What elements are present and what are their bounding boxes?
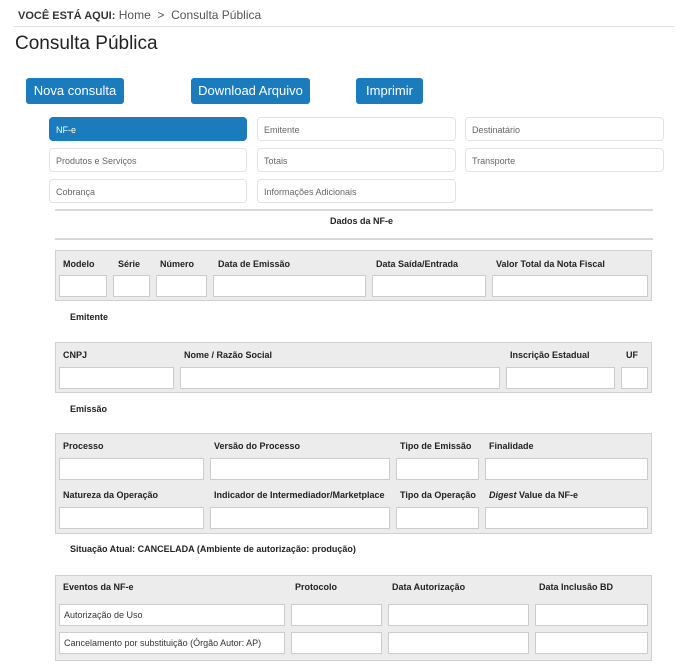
divider	[14, 26, 674, 27]
digest-field[interactable]	[485, 507, 648, 529]
label-data-emissao: Data de Emissão	[218, 259, 291, 269]
tab-emitente[interactable]: Emitente	[257, 117, 456, 141]
cnpj-field[interactable]	[59, 367, 174, 389]
modelo-field[interactable]	[59, 275, 107, 297]
emitente-title: Emitente	[70, 312, 109, 322]
divider	[55, 209, 653, 211]
nome-field[interactable]	[180, 367, 500, 389]
header-eventos: Eventos da NF-e	[63, 582, 134, 592]
label-modelo: Modelo	[63, 259, 95, 269]
tab-destinatario[interactable]: Destinatário	[465, 117, 664, 141]
data-inclusao-cell	[535, 632, 648, 654]
label-ie: Inscrição Estadual	[510, 350, 590, 360]
versao-field[interactable]	[210, 458, 390, 480]
valor-total-field[interactable]	[492, 275, 648, 297]
breadcrumb-separator: >	[157, 8, 165, 22]
nova-consulta-button[interactable]: Nova consulta	[26, 78, 124, 104]
label-digest: Digest Value da NF-e	[489, 490, 578, 500]
tab-transporte[interactable]: Transporte	[465, 148, 664, 172]
situacao-status: Situação Atual: CANCELADA (Ambiente de a…	[70, 544, 356, 554]
natureza-field[interactable]	[59, 507, 204, 529]
label-nome: Nome / Razão Social	[184, 350, 273, 360]
label-data-saida: Data Saída/Entrada	[376, 259, 459, 269]
data-inclusao-cell	[535, 604, 648, 626]
evento-row-name: Autorização de Uso	[59, 604, 285, 626]
finalidade-field[interactable]	[485, 458, 648, 480]
uf-field[interactable]	[621, 367, 648, 389]
tab-cobranca[interactable]: Cobrança	[49, 179, 247, 203]
breadcrumb-home[interactable]: Home	[118, 8, 151, 22]
protocolo-cell	[291, 604, 382, 626]
data-saida-field[interactable]	[372, 275, 486, 297]
label-processo: Processo	[63, 441, 104, 451]
imprimir-button[interactable]: Imprimir	[356, 78, 423, 104]
protocolo-cell	[291, 632, 382, 654]
header-protocolo: Protocolo	[295, 582, 337, 592]
tipo-emissao-field[interactable]	[396, 458, 479, 480]
tab-informacoes-adicionais[interactable]: Informações Adicionais	[257, 179, 456, 203]
header-data-autorizacao: Data Autorização	[392, 582, 466, 592]
label-intermediador: Indicador de Intermediador/Marketplace	[214, 490, 385, 500]
label-tipo-emissao: Tipo de Emissão	[400, 441, 472, 451]
ie-field[interactable]	[506, 367, 615, 389]
breadcrumb: VOCÊ ESTÁ AQUI: Home > Consulta Pública	[18, 8, 261, 22]
download-arquivo-button[interactable]: Download Arquivo	[191, 78, 310, 104]
header-data-inclusao: Data Inclusão BD	[539, 582, 614, 592]
label-cnpj: CNPJ	[63, 350, 88, 360]
data-autorizacao-cell	[388, 604, 529, 626]
label-finalidade: Finalidade	[489, 441, 534, 451]
processo-field[interactable]	[59, 458, 204, 480]
intermediador-field[interactable]	[210, 507, 390, 529]
evento-row-name: Cancelamento por substituição (Órgão Aut…	[59, 632, 285, 654]
section-title: Dados da NF-e	[330, 216, 394, 226]
digest-rest: Value da NF-e	[516, 490, 579, 500]
emissao-title: Emissão	[70, 404, 108, 414]
breadcrumb-current: Consulta Pública	[171, 8, 262, 22]
numero-field[interactable]	[156, 275, 207, 297]
serie-field[interactable]	[113, 275, 150, 297]
digest-italic: Digest	[489, 490, 517, 500]
divider	[55, 238, 653, 240]
label-tipo-operacao: Tipo da Operação	[400, 490, 476, 500]
tipo-operacao-field[interactable]	[396, 507, 479, 529]
page-title: Consulta Pública	[15, 33, 158, 54]
tab-nfe[interactable]: NF-e	[49, 117, 247, 141]
tab-produtos-servicos[interactable]: Produtos e Serviços	[49, 148, 247, 172]
label-serie: Série	[118, 259, 141, 269]
label-uf: UF	[626, 350, 638, 360]
label-valor-total: Valor Total da Nota Fiscal	[496, 259, 605, 269]
data-autorizacao-cell	[388, 632, 529, 654]
data-emissao-field[interactable]	[213, 275, 366, 297]
label-natureza: Natureza da Operação	[63, 490, 159, 500]
label-numero: Número	[160, 259, 195, 269]
breadcrumb-prefix: VOCÊ ESTÁ AQUI:	[18, 10, 116, 22]
tab-totais[interactable]: Totais	[257, 148, 456, 172]
label-versao: Versão do Processo	[214, 441, 301, 451]
